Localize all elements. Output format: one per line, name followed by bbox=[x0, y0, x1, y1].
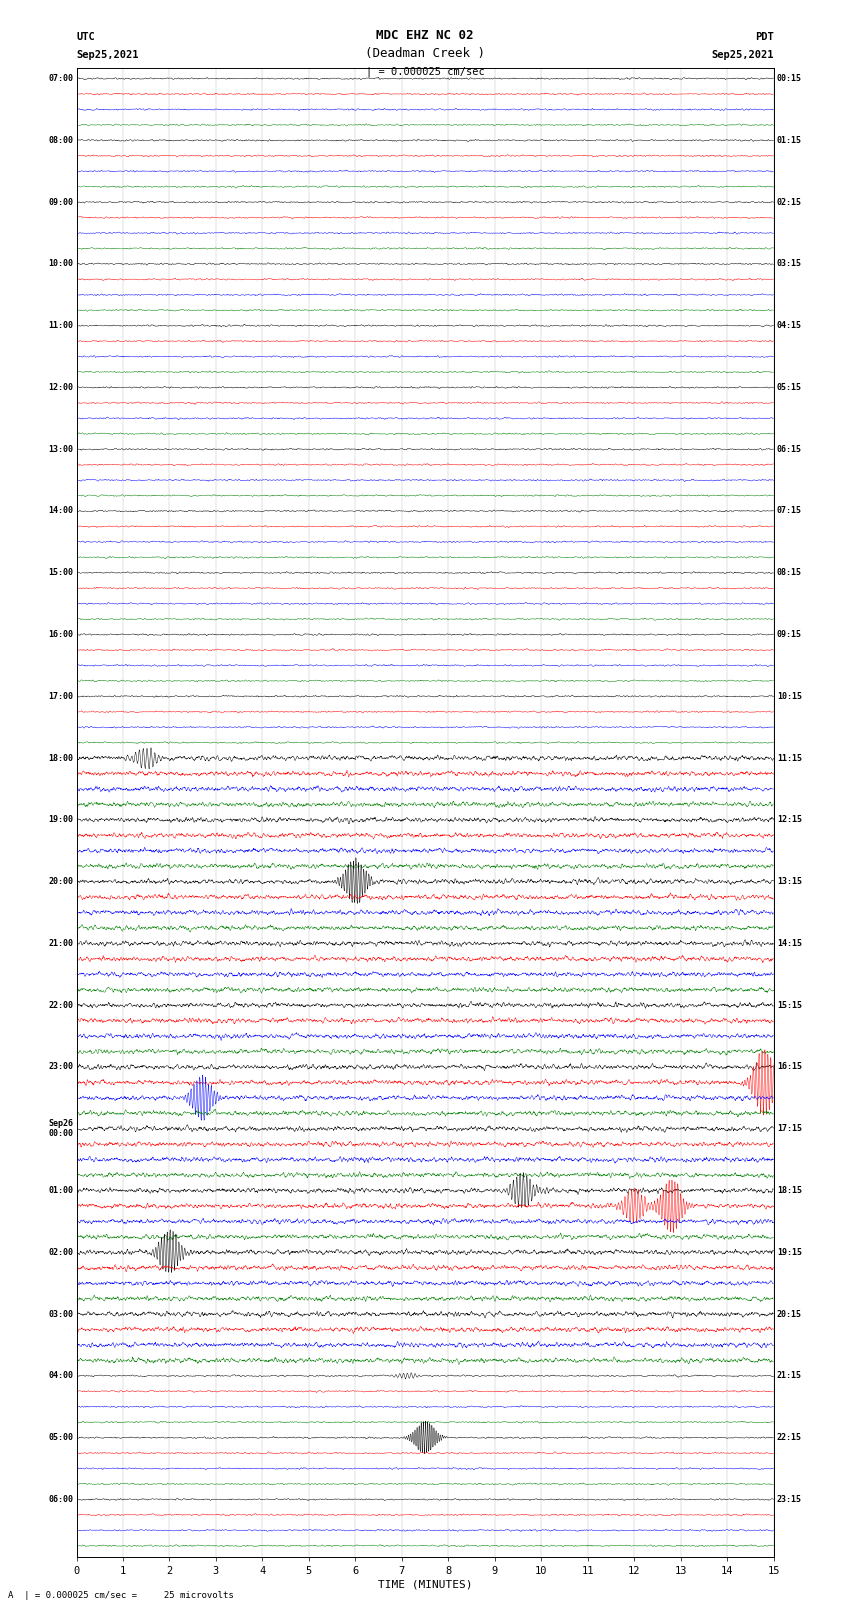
Text: 00:15: 00:15 bbox=[777, 74, 802, 82]
Text: Sep25,2021: Sep25,2021 bbox=[76, 50, 139, 60]
Text: 20:00: 20:00 bbox=[48, 877, 73, 886]
Text: 11:00: 11:00 bbox=[48, 321, 73, 331]
Text: 19:00: 19:00 bbox=[48, 815, 73, 824]
Text: 07:00: 07:00 bbox=[48, 74, 73, 82]
Text: 21:00: 21:00 bbox=[48, 939, 73, 948]
Text: Sep26
00:00: Sep26 00:00 bbox=[48, 1119, 73, 1139]
Text: 16:15: 16:15 bbox=[777, 1063, 802, 1071]
Text: | = 0.000025 cm/sec: | = 0.000025 cm/sec bbox=[366, 66, 484, 77]
Text: 23:00: 23:00 bbox=[48, 1063, 73, 1071]
Text: 18:00: 18:00 bbox=[48, 753, 73, 763]
Text: 15:00: 15:00 bbox=[48, 568, 73, 577]
Text: 22:00: 22:00 bbox=[48, 1000, 73, 1010]
Text: 18:15: 18:15 bbox=[777, 1186, 802, 1195]
Text: 12:15: 12:15 bbox=[777, 815, 802, 824]
Text: 11:15: 11:15 bbox=[777, 753, 802, 763]
Text: 15:15: 15:15 bbox=[777, 1000, 802, 1010]
Text: 02:15: 02:15 bbox=[777, 198, 802, 206]
Text: 17:00: 17:00 bbox=[48, 692, 73, 700]
Text: 06:00: 06:00 bbox=[48, 1495, 73, 1503]
Text: 04:15: 04:15 bbox=[777, 321, 802, 331]
Text: 08:15: 08:15 bbox=[777, 568, 802, 577]
Text: Sep25,2021: Sep25,2021 bbox=[711, 50, 774, 60]
Text: 05:15: 05:15 bbox=[777, 382, 802, 392]
Text: 17:15: 17:15 bbox=[777, 1124, 802, 1134]
Text: 02:00: 02:00 bbox=[48, 1248, 73, 1257]
Text: 04:00: 04:00 bbox=[48, 1371, 73, 1381]
Text: 05:00: 05:00 bbox=[48, 1432, 73, 1442]
Text: 03:15: 03:15 bbox=[777, 260, 802, 268]
Text: 01:00: 01:00 bbox=[48, 1186, 73, 1195]
Text: 14:00: 14:00 bbox=[48, 506, 73, 516]
Text: 14:15: 14:15 bbox=[777, 939, 802, 948]
Text: MDC EHZ NC 02: MDC EHZ NC 02 bbox=[377, 29, 473, 42]
Text: 19:15: 19:15 bbox=[777, 1248, 802, 1257]
Text: (Deadman Creek ): (Deadman Creek ) bbox=[365, 47, 485, 60]
Text: 22:15: 22:15 bbox=[777, 1432, 802, 1442]
Text: PDT: PDT bbox=[755, 32, 774, 42]
Text: 13:00: 13:00 bbox=[48, 445, 73, 453]
Text: 16:00: 16:00 bbox=[48, 631, 73, 639]
Text: 10:00: 10:00 bbox=[48, 260, 73, 268]
X-axis label: TIME (MINUTES): TIME (MINUTES) bbox=[377, 1579, 473, 1590]
Text: 09:15: 09:15 bbox=[777, 631, 802, 639]
Text: 12:00: 12:00 bbox=[48, 382, 73, 392]
Text: 21:15: 21:15 bbox=[777, 1371, 802, 1381]
Text: 08:00: 08:00 bbox=[48, 135, 73, 145]
Text: 10:15: 10:15 bbox=[777, 692, 802, 700]
Text: 20:15: 20:15 bbox=[777, 1310, 802, 1318]
Text: 07:15: 07:15 bbox=[777, 506, 802, 516]
Text: 23:15: 23:15 bbox=[777, 1495, 802, 1503]
Text: 06:15: 06:15 bbox=[777, 445, 802, 453]
Text: 09:00: 09:00 bbox=[48, 198, 73, 206]
Text: 01:15: 01:15 bbox=[777, 135, 802, 145]
Text: 13:15: 13:15 bbox=[777, 877, 802, 886]
Text: 03:00: 03:00 bbox=[48, 1310, 73, 1318]
Text: A  | = 0.000025 cm/sec =     25 microvolts: A | = 0.000025 cm/sec = 25 microvolts bbox=[8, 1590, 235, 1600]
Text: UTC: UTC bbox=[76, 32, 95, 42]
